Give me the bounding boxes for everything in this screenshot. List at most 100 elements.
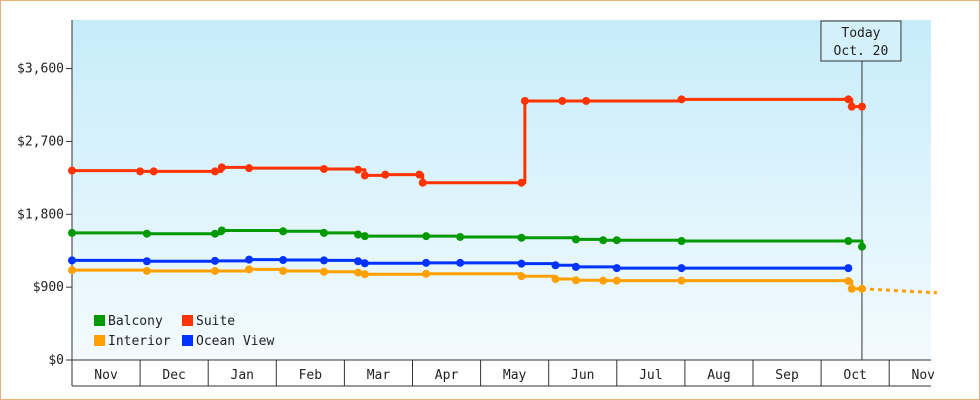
ocean-view-point [844, 264, 853, 273]
legend-swatch-balcony [94, 315, 105, 326]
ocean-view-point [456, 258, 465, 267]
ocean-view-point [245, 255, 254, 264]
y-tick-label: $0 [48, 353, 64, 368]
suite-point [136, 167, 145, 176]
interior-point [68, 266, 76, 275]
ocean-view-point [142, 257, 151, 266]
ocean-view-point [551, 261, 560, 270]
y-tick-label: $3,600 [17, 62, 64, 77]
legend-swatch-interior [94, 335, 105, 346]
x-tick-label: Nov [94, 368, 118, 383]
interior-point [847, 284, 856, 293]
y-tick-label: $900 [33, 280, 64, 295]
suite-point [245, 164, 254, 173]
x-tick-label: Feb [299, 368, 323, 383]
legend-swatch-suite [182, 315, 193, 326]
balcony-point [319, 228, 328, 237]
suite-point [677, 95, 686, 104]
suite-point [381, 170, 390, 179]
legend-label-suite: Suite [196, 314, 235, 329]
ocean-view-point [677, 264, 686, 273]
ocean-view-point [517, 259, 526, 268]
ocean-view-point [319, 256, 328, 265]
balcony-point [571, 235, 580, 244]
interior-point [142, 266, 151, 275]
interior-point [571, 276, 580, 285]
suite-point [68, 166, 76, 175]
interior-point [360, 270, 369, 279]
interior-point [211, 266, 220, 275]
legend-label-balcony: Balcony [108, 314, 163, 329]
x-tick-label: May [503, 368, 527, 383]
balcony-point [422, 232, 431, 241]
today-date: Oct. 20 [834, 44, 889, 59]
interior-point [422, 269, 431, 278]
x-tick-label: Jun [571, 368, 594, 383]
today-marker: Today Oct. 20 [820, 20, 902, 360]
suite-point [582, 96, 591, 105]
interior-point [245, 265, 254, 274]
suite-point [517, 178, 526, 187]
ocean-view-point [360, 259, 369, 268]
suite-point [217, 163, 226, 172]
y-axis: $0 $900 $1,800 $2,700 $3,600 [17, 20, 73, 368]
suite-point [319, 164, 328, 173]
y-tick-label: $2,700 [17, 134, 64, 149]
x-tick-label: Mar [367, 368, 391, 383]
today-box [820, 20, 902, 62]
balcony-point [844, 237, 853, 245]
x-tick-label: Jul [639, 368, 662, 383]
interior-point [857, 284, 866, 293]
y-tick-label: $1,800 [17, 207, 64, 222]
ocean-view-point [211, 256, 220, 265]
balcony-point [612, 236, 621, 245]
balcony-point [599, 236, 608, 245]
legend: Balcony Suite Interior Ocean View [94, 314, 274, 349]
x-tick-label: Oct [843, 368, 866, 383]
interior-point [279, 266, 288, 275]
series-group [68, 95, 937, 295]
ocean-view-point [422, 258, 431, 267]
interior-point [319, 267, 328, 276]
x-tick-label: Dec [162, 368, 185, 383]
plot-area [72, 20, 931, 360]
suite-point [211, 167, 220, 176]
suite-point [418, 178, 427, 187]
legend-label-interior: Interior [108, 334, 171, 349]
balcony-point [211, 229, 220, 238]
balcony-point [517, 233, 526, 242]
suite-point [847, 102, 856, 111]
balcony-point [456, 232, 465, 241]
suite-point [354, 165, 363, 174]
interior-point [551, 275, 560, 284]
balcony-point [142, 229, 151, 238]
x-tick-label: Apr [435, 368, 459, 383]
interior-point [612, 276, 621, 285]
x-tick-label: Sep [775, 368, 799, 383]
balcony-point [68, 228, 76, 237]
balcony-point [677, 237, 686, 245]
interior-point [599, 276, 608, 285]
today-label: Today [841, 26, 880, 41]
balcony-point [354, 230, 363, 239]
suite-point [520, 96, 529, 105]
x-axis: Nov Dec Jan Feb Mar Apr May Jun Jul Aug Sep Oct Nov [71, 359, 935, 387]
interior-point [844, 277, 853, 286]
x-tick-label: Jan [231, 368, 254, 383]
interior-point [354, 268, 363, 277]
legend-label-ocean-view: Ocean View [196, 334, 274, 349]
ocean-view-point [571, 262, 580, 271]
balcony-point [279, 227, 288, 236]
ocean-view-point [279, 256, 288, 265]
suite-point [844, 95, 853, 104]
ocean-view-point [612, 264, 621, 273]
balcony-point [857, 242, 866, 251]
ocean-view-point [68, 256, 76, 265]
balcony-point [360, 232, 369, 241]
suite-point [558, 96, 567, 105]
interior-point [677, 276, 686, 285]
balcony-point [217, 226, 226, 235]
ocean-view-point [354, 257, 363, 266]
